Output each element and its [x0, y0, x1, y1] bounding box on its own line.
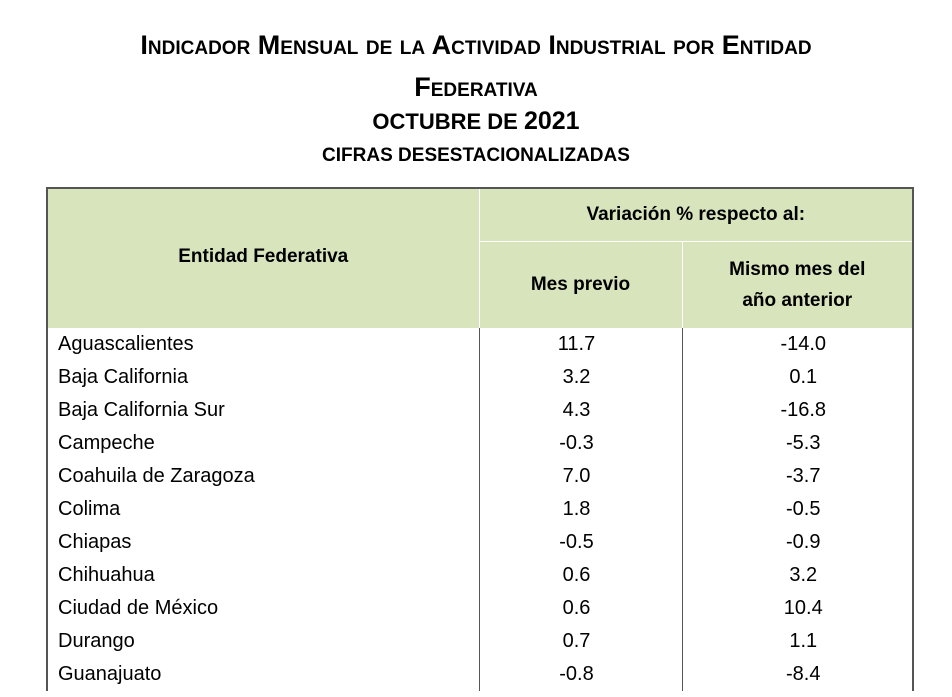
table-row: Chihuahua 0.6 3.2 — [46, 559, 914, 592]
cell-prev-month: -0.8 — [479, 658, 683, 691]
cell-entity: Campeche — [46, 427, 480, 460]
cell-prev-month: 7.0 — [479, 460, 683, 493]
cell-same-month-last-year: -14.0 — [682, 328, 914, 361]
cell-same-month-last-year: 1.1 — [682, 625, 914, 658]
cell-prev-month: 3.2 — [479, 361, 683, 394]
column-header-entity: Entidad Federativa — [46, 187, 480, 328]
table-row: Durango 0.7 1.1 — [46, 625, 914, 658]
column-header-same-month-line-1: Mismo mes del — [729, 259, 866, 280]
cell-prev-month: -0.3 — [479, 427, 683, 460]
table-row: Ciudad de México 0.6 10.4 — [46, 592, 914, 625]
cell-entity: Durango — [46, 625, 480, 658]
cell-same-month-last-year: -16.8 — [682, 394, 914, 427]
document-title-line-1: Indicador Mensual de la Actividad Indust… — [140, 30, 812, 60]
document-subtitle: CIFRAS DESESTACIONALIZADAS — [322, 145, 630, 166]
period-month: OCTUBRE DE — [372, 109, 524, 134]
cell-prev-month: 0.7 — [479, 625, 683, 658]
table-row: Chiapas -0.5 -0.9 — [46, 526, 914, 559]
cell-entity: Coahuila de Zaragoza — [46, 460, 480, 493]
table-row: Baja California 3.2 0.1 — [46, 361, 914, 394]
cell-same-month-last-year: -5.3 — [682, 427, 914, 460]
cell-same-month-last-year: 10.4 — [682, 592, 914, 625]
cell-same-month-last-year: -8.4 — [682, 658, 914, 691]
cell-prev-month: 0.6 — [479, 559, 683, 592]
cell-entity: Ciudad de México — [46, 592, 480, 625]
column-header-prev-month: Mes previo — [479, 241, 683, 328]
column-header-same-month-last-year: Mismo mes del año anterior — [682, 241, 914, 328]
period-label: OCTUBRE DE 2021 — [0, 106, 952, 137]
cell-entity: Aguascalientes — [46, 328, 480, 361]
table-row: Aguascalientes 11.7 -14.0 — [46, 328, 914, 361]
table-row: Campeche -0.3 -5.3 — [46, 427, 914, 460]
cell-entity: Baja California Sur — [46, 394, 480, 427]
cell-same-month-last-year: -3.7 — [682, 460, 914, 493]
cell-same-month-last-year: -0.9 — [682, 526, 914, 559]
cell-prev-month: 11.7 — [479, 328, 683, 361]
cell-prev-month: 4.3 — [479, 394, 683, 427]
industrial-activity-table: Entidad Federativa Variación % respecto … — [46, 187, 914, 691]
document-title-block: Indicador Mensual de la Actividad Indust… — [0, 24, 952, 169]
cell-prev-month: 0.6 — [479, 592, 683, 625]
column-header-same-month-line-2: año anterior — [742, 290, 853, 311]
table-row: Guanajuato -0.8 -8.4 — [46, 658, 914, 691]
cell-entity: Chiapas — [46, 526, 480, 559]
period-year: 2021 — [523, 107, 580, 135]
cell-prev-month: -0.5 — [479, 526, 683, 559]
cell-entity: Chihuahua — [46, 559, 480, 592]
document-title-line-2: Federativa — [414, 72, 538, 102]
cell-entity: Colima — [46, 493, 480, 526]
table-row: Colima 1.8 -0.5 — [46, 493, 914, 526]
table-body: Aguascalientes 11.7 -14.0 Baja California 3.… — [46, 328, 914, 691]
cell-entity: Baja California — [46, 361, 480, 394]
column-header-variation: Variación % respecto al: — [479, 187, 914, 242]
cell-same-month-last-year: 0.1 — [682, 361, 914, 394]
table-row: Coahuila de Zaragoza 7.0 -3.7 — [46, 460, 914, 493]
cell-prev-month: 1.8 — [479, 493, 683, 526]
cell-same-month-last-year: 3.2 — [682, 559, 914, 592]
table-row: Baja California Sur 4.3 -16.8 — [46, 394, 914, 427]
cell-same-month-last-year: -0.5 — [682, 493, 914, 526]
cell-entity: Guanajuato — [46, 658, 480, 691]
table-header: Entidad Federativa Variación % respecto … — [46, 187, 914, 328]
